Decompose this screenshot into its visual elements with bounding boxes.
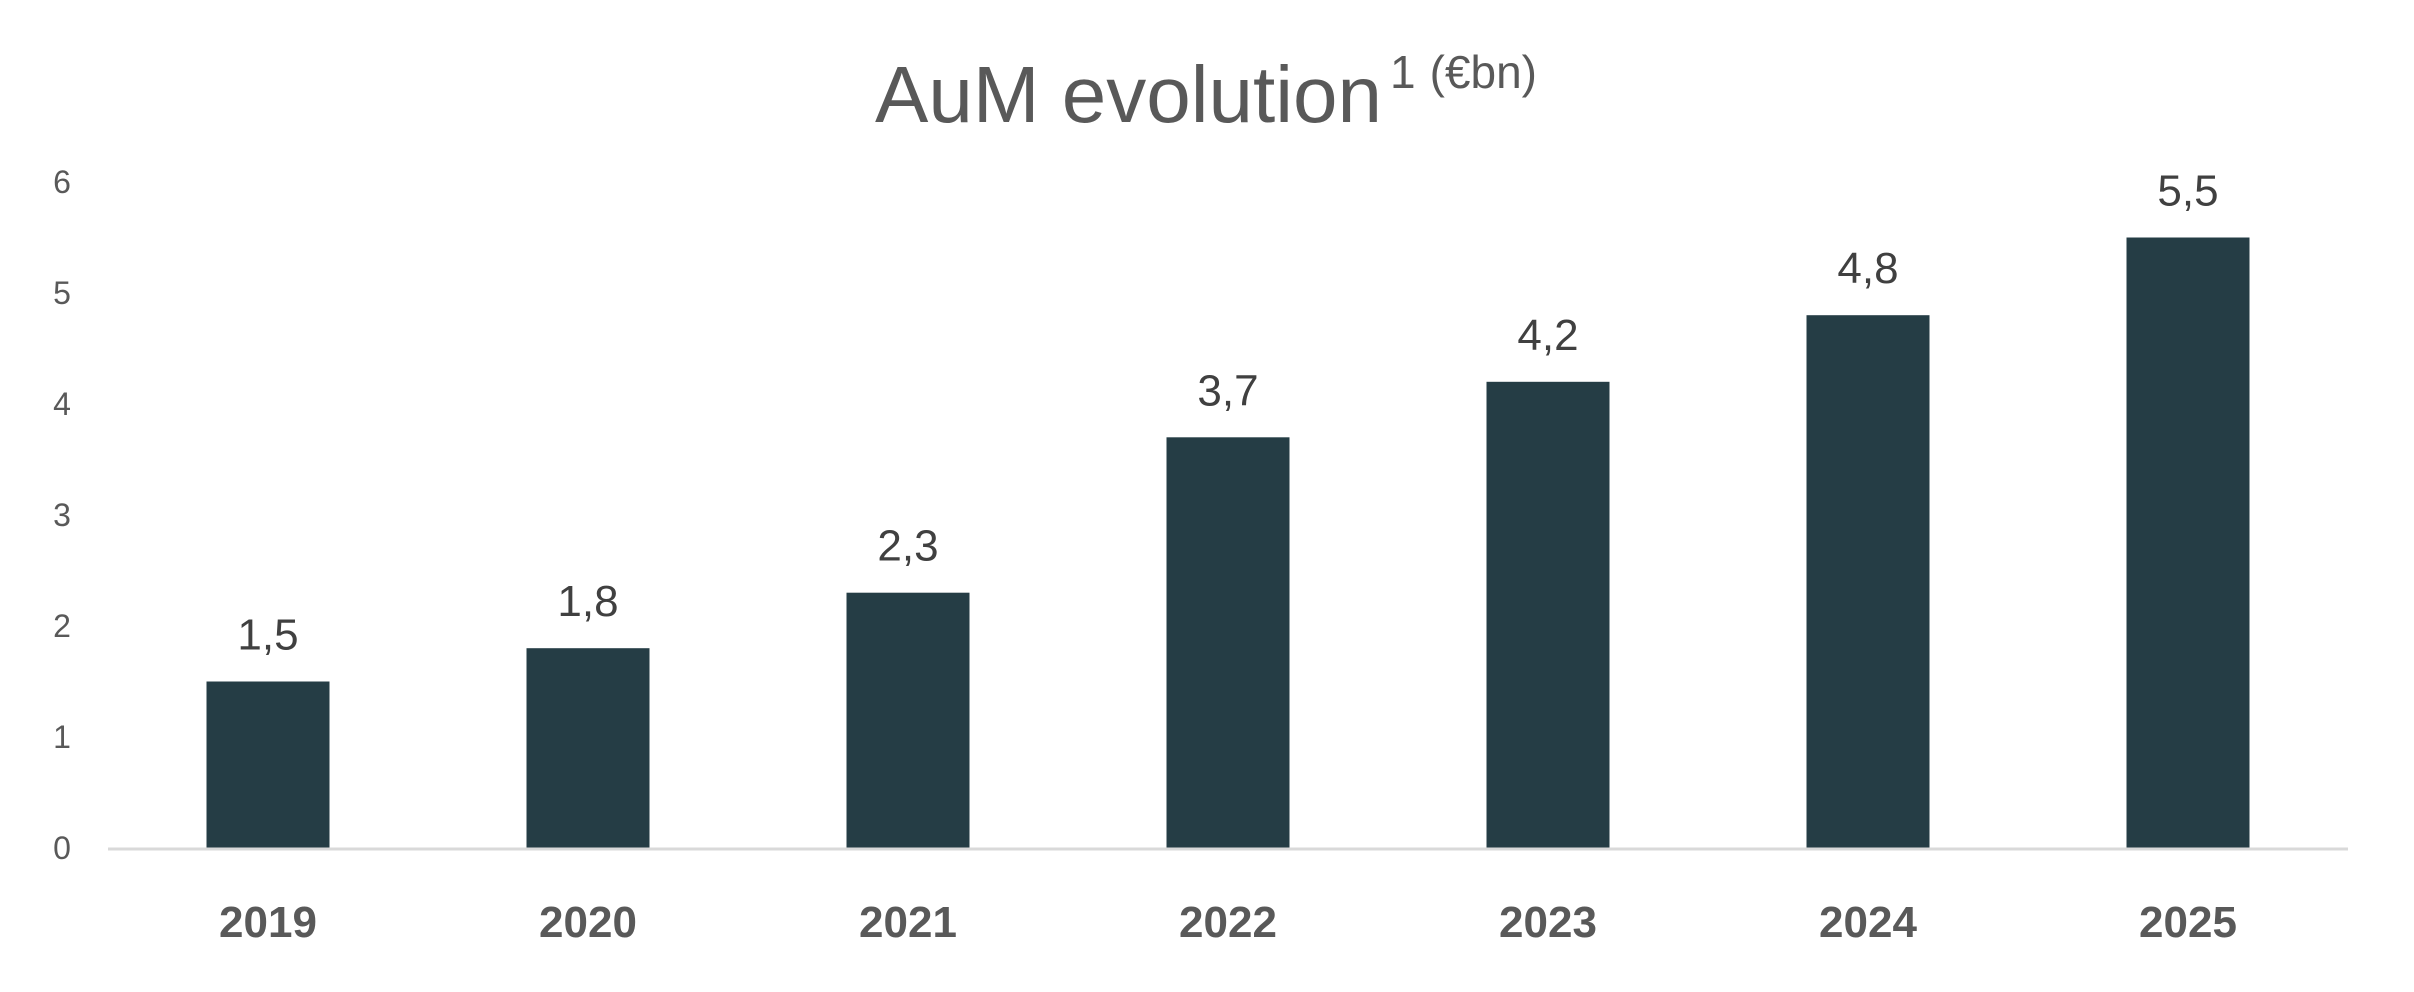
chart-title: AuM evolution 1 (€bn) [875, 46, 1537, 139]
bar-2025 [2126, 237, 2250, 848]
y-tick-label: 5 [53, 275, 71, 311]
x-category-label: 2025 [2139, 898, 2237, 947]
y-tick-label: 3 [53, 497, 71, 533]
data-label: 1,5 [237, 611, 298, 660]
x-category-label: 2019 [219, 898, 317, 947]
data-label: 4,8 [1837, 244, 1898, 293]
x-category-label: 2023 [1499, 898, 1597, 947]
data-label: 3,7 [1197, 366, 1258, 415]
bar-2024 [1806, 315, 1930, 848]
data-label: 1,8 [557, 577, 618, 626]
data-label: 5,5 [2157, 167, 2218, 216]
x-category-label: 2021 [859, 898, 957, 947]
y-tick-label: 0 [53, 830, 71, 866]
bar-2021 [846, 592, 970, 848]
y-tick-label: 1 [53, 719, 71, 755]
data-label: 4,2 [1517, 311, 1578, 360]
bar-2020 [526, 648, 650, 848]
x-category-label: 2022 [1179, 898, 1277, 947]
bar-2022 [1166, 437, 1290, 848]
data-label: 2,3 [877, 522, 938, 571]
bar-2019 [206, 681, 330, 848]
y-tick-label: 6 [53, 164, 71, 200]
x-category-label: 2024 [1819, 898, 1917, 947]
y-tick-label: 4 [53, 386, 71, 422]
x-category-label: 2020 [539, 898, 637, 947]
y-tick-label: 2 [53, 608, 71, 644]
bar-2023 [1486, 381, 1610, 848]
